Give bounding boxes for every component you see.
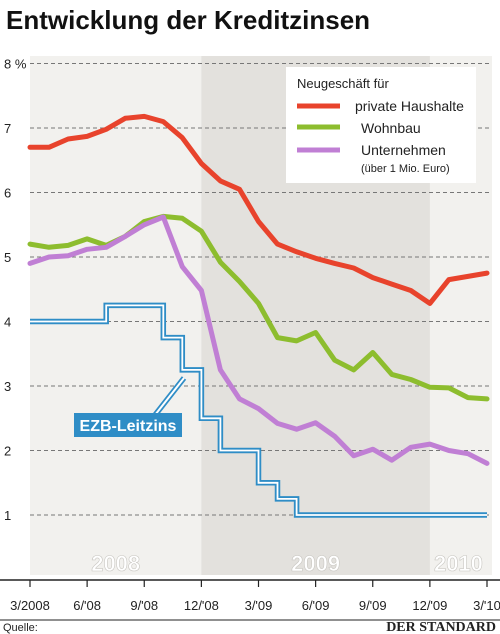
brand-label: DER STANDARD bbox=[386, 620, 496, 634]
y-tick-label: 2 bbox=[4, 444, 11, 459]
y-tick-label: 3 bbox=[4, 379, 11, 394]
legend-label-unternehmen: Unternehmen bbox=[361, 142, 446, 158]
year-label: 2008 bbox=[91, 551, 140, 576]
legend-label-wohnbau: Wohnbau bbox=[361, 120, 421, 136]
y-tick-label: 4 bbox=[4, 315, 11, 330]
x-tick-label: 9/'08 bbox=[130, 598, 158, 613]
series-line-1 bbox=[27, 113, 490, 306]
year-label: 2010 bbox=[434, 551, 483, 576]
legend-label-private: private Haushalte bbox=[355, 98, 464, 114]
ezb-label: EZB-Leitzins bbox=[80, 418, 177, 435]
series-lines bbox=[27, 113, 490, 518]
ezb-label-box bbox=[74, 413, 182, 437]
y-tick-label: 7 bbox=[4, 121, 11, 136]
y-tick-label: 8 % bbox=[4, 57, 27, 72]
y-tick-label: 1 bbox=[4, 508, 11, 523]
y-axis-labels: 1 2 3 4 5 6 7 8 % bbox=[4, 57, 27, 524]
x-tick-label: 9/'09 bbox=[359, 598, 387, 613]
source-label: Quelle: bbox=[3, 622, 38, 634]
ezb-step-inner bbox=[30, 304, 487, 516]
x-tick-label: 12/'09 bbox=[412, 598, 447, 613]
legend: Neugeschäft für private Haushalte Wohnba… bbox=[286, 67, 476, 183]
legend-sublabel-unternehmen: (über 1 Mio. Euro) bbox=[361, 163, 450, 175]
year-label: 2009 bbox=[291, 551, 340, 576]
x-tick-label: 3/'10 bbox=[473, 598, 500, 613]
y-tick-label: 5 bbox=[4, 250, 11, 265]
legend-title: Neugeschäft für bbox=[297, 76, 389, 91]
chart-title: Entwicklung der Kreditzinsen bbox=[6, 5, 370, 35]
y-tick-label: 6 bbox=[4, 186, 11, 201]
ezb-annotation: EZB-Leitzins bbox=[74, 376, 187, 437]
x-tick-label: 6/'08 bbox=[73, 598, 101, 613]
x-axis: 3/2008 6/'08 9/'08 12/'08 3/'09 6/'09 9/'09 12/… bbox=[0, 579, 500, 621]
x-tick-label: 3/2008 bbox=[10, 598, 50, 613]
series-line-3 bbox=[27, 214, 490, 466]
x-tick-label: 6/'09 bbox=[302, 598, 330, 613]
x-tick-label: 3/'09 bbox=[245, 598, 273, 613]
year-labels: 2008 2009 2010 bbox=[91, 551, 483, 577]
x-tick-label: 12/'08 bbox=[184, 598, 219, 613]
